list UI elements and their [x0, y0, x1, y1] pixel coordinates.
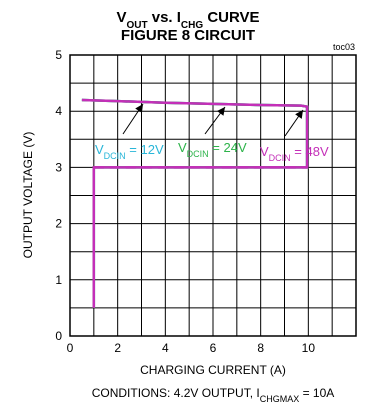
series-line [81, 98, 309, 308]
grid [70, 55, 356, 336]
series-label: VDCIN = 12V [95, 142, 164, 161]
plot-frame [69, 54, 357, 337]
y-tick-label: 4 [55, 104, 62, 118]
chart-title: VOUT vs. ICHG CURVE [116, 9, 259, 31]
x-tick-label: 0 [67, 341, 74, 355]
series-line [81, 98, 309, 308]
x-tick-label: 2 [114, 341, 121, 355]
x-tick-label: 8 [257, 341, 264, 355]
y-tick-label: 0 [55, 329, 62, 343]
x-tick-label: 4 [162, 341, 169, 355]
annotation-arrow-head [217, 107, 225, 116]
y-axis-label: OUTPUT VOLTAGE (V) [21, 132, 35, 259]
annotation-arrow-head [295, 110, 303, 119]
x-axis-label: CHARGING CURRENT (A) [140, 363, 286, 377]
series-annotations: VDCIN = 12V VDCIN = 24V VDCIN = 48V [95, 103, 329, 163]
series-label: VDCIN = 48V [260, 144, 329, 163]
y-tick-label: 2 [55, 217, 62, 231]
x-tick-labels: 0 2 4 6 8 10 [67, 341, 316, 355]
y-tick-label: 5 [55, 48, 62, 62]
series-label: VDCIN = 24V [178, 140, 247, 159]
annotation-arrow-head [135, 104, 143, 113]
series-line [81, 98, 309, 308]
x-tick-label: 10 [302, 341, 316, 355]
series-lines [81, 98, 309, 308]
y-tick-labels: 0 1 2 3 4 5 [55, 48, 62, 343]
x-tick-label: 6 [210, 341, 217, 355]
chart-subtitle: FIGURE 8 CIRCUIT [121, 27, 255, 44]
y-tick-label: 3 [55, 160, 62, 174]
figure-id: toc03 [333, 42, 355, 52]
conditions-note: CONDITIONS: 4.2V OUTPUT, ICHGMAX = 10A [92, 386, 335, 404]
y-tick-label: 1 [55, 273, 62, 287]
